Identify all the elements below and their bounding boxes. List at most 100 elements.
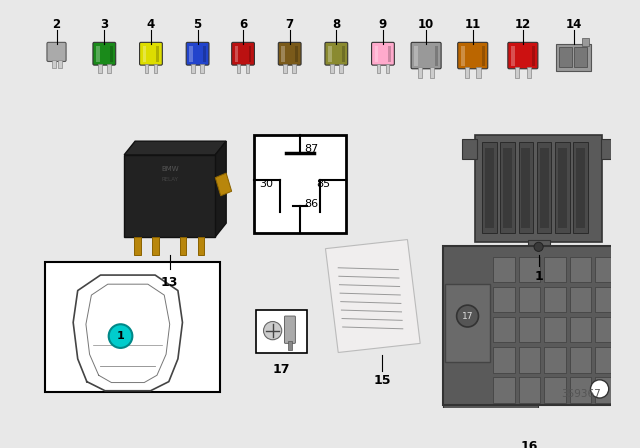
Bar (295, 46, 298, 62)
Circle shape (591, 380, 609, 398)
Bar (445, 284, 490, 362)
Text: 13: 13 (161, 276, 179, 289)
Bar (134, 237, 141, 255)
Text: 2: 2 (52, 18, 61, 31)
Bar (493, 377, 515, 403)
Text: 359367: 359367 (561, 389, 600, 399)
Bar (342, 46, 344, 62)
Text: 4: 4 (147, 18, 155, 31)
Bar (482, 46, 484, 65)
Text: BMW: BMW (161, 165, 179, 172)
Text: 17: 17 (462, 311, 474, 321)
FancyBboxPatch shape (284, 316, 296, 343)
FancyBboxPatch shape (47, 43, 66, 61)
Bar (493, 257, 515, 282)
Bar (532, 46, 534, 65)
Bar (544, 257, 566, 282)
Bar (570, 257, 591, 282)
Text: 8: 8 (332, 18, 340, 31)
Bar (124, 155, 215, 237)
Bar (475, 135, 602, 242)
Polygon shape (215, 173, 232, 196)
Bar (527, 67, 531, 78)
Bar (110, 46, 113, 62)
Text: 11: 11 (465, 18, 481, 31)
Text: 15: 15 (373, 375, 390, 388)
FancyBboxPatch shape (186, 43, 209, 65)
Circle shape (264, 322, 282, 340)
Bar (435, 46, 438, 65)
Bar (282, 46, 285, 62)
Bar (544, 377, 566, 403)
Bar (582, 38, 589, 46)
Bar (52, 60, 56, 68)
Bar (595, 257, 617, 282)
Bar (248, 46, 252, 62)
Text: 5: 5 (193, 18, 202, 31)
Bar (45, 263, 220, 392)
Bar (518, 287, 540, 312)
Bar (288, 340, 292, 350)
Bar (235, 46, 239, 62)
Bar (522, 147, 531, 228)
FancyBboxPatch shape (411, 43, 441, 69)
Bar (537, 142, 551, 233)
Bar (482, 142, 497, 233)
Text: 16: 16 (521, 440, 538, 448)
Bar (418, 67, 422, 78)
Bar (465, 67, 469, 78)
Bar (573, 142, 588, 233)
Text: 6: 6 (239, 18, 247, 31)
Bar (518, 142, 533, 233)
FancyBboxPatch shape (278, 43, 301, 65)
Bar (485, 147, 494, 228)
Bar (443, 405, 538, 425)
Bar (575, 47, 588, 67)
FancyBboxPatch shape (232, 43, 255, 65)
Text: 86: 86 (305, 198, 319, 209)
Bar (493, 287, 515, 312)
Polygon shape (215, 141, 226, 237)
Text: 85: 85 (316, 178, 330, 189)
Bar (414, 46, 418, 65)
FancyBboxPatch shape (372, 43, 394, 65)
Bar (388, 46, 391, 62)
Text: 1: 1 (116, 331, 124, 341)
Text: RELAY: RELAY (161, 177, 178, 182)
Bar (152, 237, 159, 255)
Text: 3: 3 (100, 18, 108, 31)
Bar (256, 310, 307, 353)
Text: 12: 12 (515, 18, 531, 31)
FancyBboxPatch shape (93, 43, 116, 65)
Bar (96, 46, 100, 62)
Bar (595, 347, 617, 373)
Text: 87: 87 (305, 144, 319, 154)
Bar (544, 317, 566, 342)
Bar (544, 287, 566, 312)
Bar (527, 241, 550, 253)
Bar (540, 147, 548, 228)
Text: 14: 14 (565, 18, 582, 31)
Bar (557, 147, 567, 228)
Bar (503, 147, 512, 228)
Polygon shape (124, 141, 226, 155)
Text: 9: 9 (379, 18, 387, 31)
Bar (576, 147, 585, 228)
Text: 7: 7 (285, 18, 294, 31)
FancyBboxPatch shape (508, 43, 538, 69)
FancyBboxPatch shape (140, 43, 163, 65)
Bar (614, 255, 634, 287)
Bar (284, 64, 287, 73)
Bar (143, 46, 147, 62)
Bar (246, 64, 250, 73)
Bar (600, 139, 615, 159)
Bar (462, 139, 477, 159)
Bar (493, 347, 515, 373)
Bar (255, 135, 346, 233)
Bar (493, 317, 515, 342)
Bar (203, 46, 206, 62)
Text: 1: 1 (534, 270, 543, 283)
Bar (191, 64, 195, 73)
Bar (555, 142, 570, 233)
Bar (476, 67, 481, 78)
